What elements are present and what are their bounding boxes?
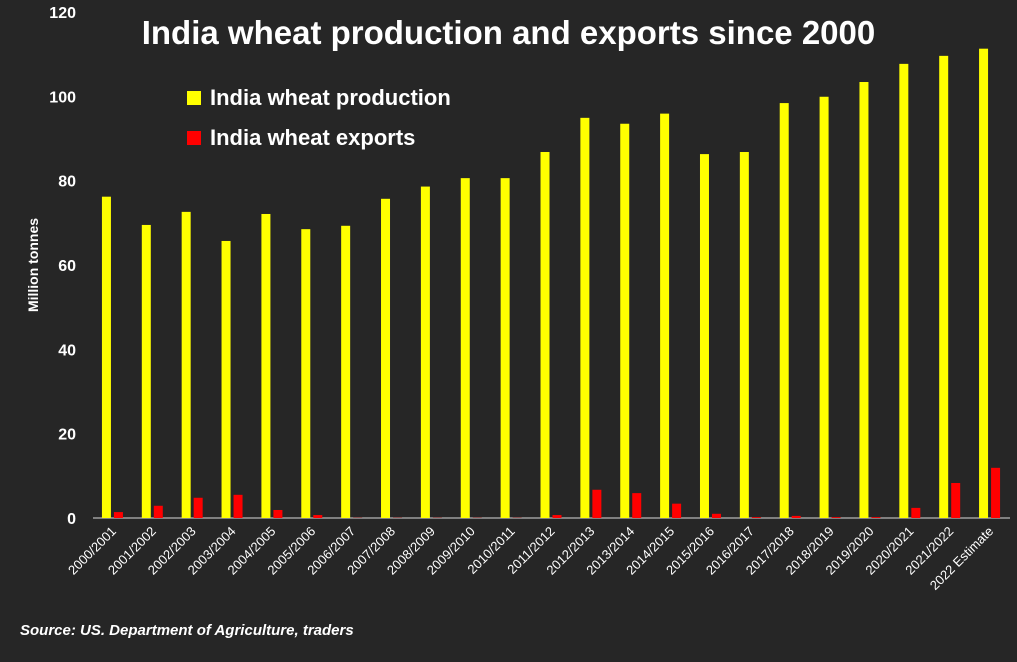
bar-exports (153, 505, 163, 518)
bar-production (819, 96, 829, 518)
bar-production (420, 186, 430, 518)
bar-exports (113, 512, 123, 518)
bar-production (620, 123, 630, 518)
bar-production (221, 240, 231, 518)
bar-exports (911, 507, 921, 518)
bar-exports (831, 517, 841, 518)
bar-exports (233, 494, 243, 518)
y-tick-label: 100 (49, 89, 76, 106)
bar-production (580, 117, 590, 519)
bar-production (739, 151, 749, 518)
source-note: Source: US. Department of Agriculture, t… (20, 622, 354, 639)
bar-exports (592, 489, 602, 518)
bar-exports (193, 497, 203, 518)
bar-production (979, 48, 989, 519)
bar-production (101, 196, 111, 518)
y-tick-label: 0 (67, 511, 76, 528)
bar-production (460, 178, 470, 519)
bar-exports (751, 517, 761, 518)
bar-exports (632, 493, 642, 518)
bar-exports (951, 483, 961, 518)
bar-exports (711, 513, 721, 518)
bar-production (261, 213, 271, 518)
legend-label-production: India wheat production (210, 85, 451, 110)
legend-item-production: India wheat production (187, 85, 451, 111)
legend-item-exports: India wheat exports (187, 125, 415, 151)
chart-title: India wheat production and exports since… (141, 14, 876, 51)
bar-production (779, 103, 789, 518)
bar-production (699, 154, 709, 518)
y-tick-label: 60 (58, 258, 76, 275)
bar-exports (672, 503, 682, 518)
bar-production (500, 178, 510, 519)
legend-swatch-exports (187, 131, 201, 145)
y-tick-label: 120 (49, 5, 76, 22)
legend-swatch-production (187, 91, 201, 105)
bar-exports (791, 515, 801, 518)
bar-production (899, 63, 909, 519)
y-axis-title: Million tonnes (25, 217, 41, 313)
y-tick-label: 80 (58, 174, 76, 191)
bar-production (939, 55, 949, 518)
bar-production (381, 198, 391, 518)
bar-exports (273, 509, 283, 518)
bar-production (540, 151, 550, 518)
bar-exports (552, 515, 562, 518)
bar-exports (991, 467, 1001, 518)
bar-production (859, 81, 869, 518)
bar-production (341, 225, 351, 518)
bar-production (301, 229, 311, 519)
bar-production (181, 211, 191, 518)
legend-label-exports: India wheat exports (210, 125, 416, 150)
y-tick-label: 20 (58, 427, 76, 444)
bar-production (141, 224, 151, 519)
bar-exports (871, 517, 881, 518)
bar-exports (313, 515, 323, 518)
bar-production (660, 113, 670, 518)
y-tick-label: 40 (58, 342, 76, 359)
